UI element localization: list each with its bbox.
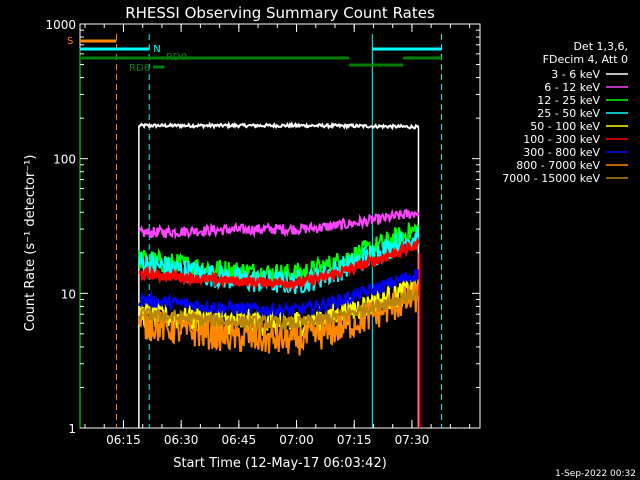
x-tick-label: 07:30 [395, 433, 430, 447]
legend-header-line: FDecim 4, Att 0 [543, 53, 628, 66]
timestamp: 1-Sep-2022 00:32 [555, 469, 636, 479]
y-tick-label: 100 [53, 153, 76, 167]
flag-label-rd0: RD0 [166, 52, 187, 63]
legend-label: 50 - 100 keV [530, 120, 600, 133]
legend-label: 25 - 50 keV [537, 107, 600, 120]
series-line [138, 208, 420, 240]
legend-label: 800 - 7000 keV [516, 159, 600, 172]
legend-header-line: Det 1,3,6, [573, 40, 628, 53]
series-line [138, 120, 420, 131]
x-tick-label: 06:45 [222, 433, 257, 447]
series-line [138, 236, 420, 293]
legend-label: 100 - 300 keV [523, 133, 600, 146]
legend: Det 1,3,6,FDecim 4, Att 0 3 - 6 keV 6 - 1… [502, 40, 628, 185]
y-tick-label: 10 [61, 287, 76, 301]
series-line [137, 269, 420, 319]
legend-label: 6 - 12 keV [544, 81, 600, 94]
x-axis-label: Start Time (12-May-17 06:03:42) [173, 456, 387, 471]
x-tick-label: 07:15 [337, 433, 372, 447]
legend-label: 12 - 25 keV [537, 94, 600, 107]
legend-label: 7000 - 15000 keV [502, 172, 600, 185]
series-line [137, 288, 420, 334]
y-axis-label: Count Rate (s⁻¹ detector⁻¹) [23, 155, 38, 332]
legend-label: 300 - 800 keV [523, 146, 600, 159]
y-tick-label: 1000 [45, 18, 76, 32]
chart-title: RHESSI Observing Summary Count Rates [125, 4, 435, 22]
y-tick-label: 1 [68, 422, 76, 436]
legend-label: 3 - 6 keV [551, 68, 600, 81]
flag-label-rd6: RD6 [129, 63, 150, 74]
flag-label-n: N [153, 44, 160, 55]
x-tick-label: 07:00 [279, 433, 314, 447]
series-line [138, 227, 420, 295]
x-tick-label: 06:15 [106, 433, 141, 447]
plot-area: 1 10 100 1000 06:15 06:30 06:45 07:00 07:15 07:30… [45, 18, 481, 447]
x-tick-label: 06:30 [164, 433, 199, 447]
flag-label-s: S [67, 36, 73, 47]
